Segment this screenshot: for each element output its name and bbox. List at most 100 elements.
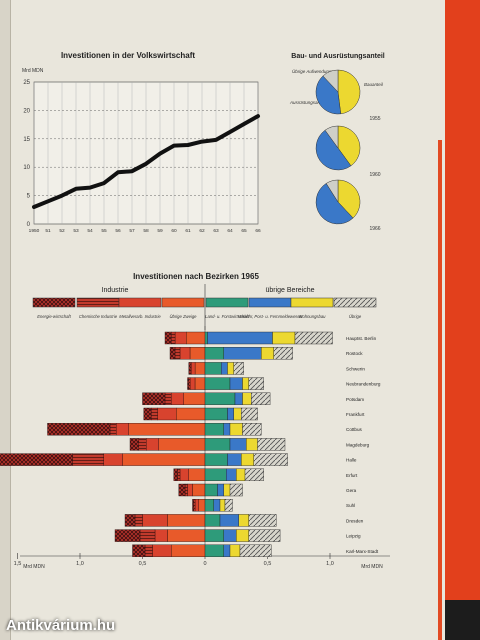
district-label: Gera <box>346 488 357 493</box>
bar-metall <box>154 529 168 542</box>
x-tick-label: 1950 <box>29 228 40 234</box>
bar-land-forst <box>204 514 221 527</box>
legend-swatch <box>248 297 292 308</box>
bar-chemie <box>171 331 176 345</box>
bar-energie <box>178 483 186 497</box>
bar-metall <box>157 407 177 421</box>
district-label: Suhl <box>346 503 355 508</box>
bar-chemie <box>164 392 172 405</box>
bar-land-forst <box>204 362 222 375</box>
legend-label: Chemische Industrie <box>79 314 118 319</box>
bar-energie <box>142 392 166 405</box>
x-tick-label: 59 <box>157 228 163 234</box>
bar-energie <box>192 499 194 512</box>
bar-verkehr <box>223 347 262 360</box>
bar-land-forst <box>204 453 228 466</box>
x-tick-label: 53 <box>73 228 79 234</box>
bar-axis-tick-label: 1,0 <box>76 561 84 567</box>
district-label: Schwerin <box>346 366 365 371</box>
bar-wohnungsbau <box>229 423 243 436</box>
bar-land-forst <box>204 392 236 405</box>
line-chart-title: Investitionen in der Volkswirtschaft <box>61 51 195 60</box>
bar-chemie <box>139 529 156 542</box>
bar-chemie <box>138 438 147 451</box>
bar-axis-tick-label: 0,5 <box>264 561 272 567</box>
group-industrie: Industrie <box>102 287 129 294</box>
bar-uebrige-industrie <box>189 347 206 360</box>
bar-land-forst <box>204 377 231 390</box>
district-label: Hauptst. Berlin <box>346 336 377 341</box>
bar-uebrige <box>251 392 271 405</box>
bar-wohnungsbau <box>236 468 246 481</box>
bar-uebrige-industrie <box>183 392 206 405</box>
x-tick-label: 55 <box>101 228 107 234</box>
bar-land-forst <box>204 544 224 557</box>
bar-energie <box>0 453 73 466</box>
bar-verkehr <box>217 483 225 497</box>
legend-label: Land- u. Forstwirtschaft <box>205 314 250 319</box>
bar-energie <box>47 423 111 436</box>
legend-swatch <box>205 297 249 308</box>
page-edge <box>0 0 11 640</box>
axis-unit-left: Mrd MDN <box>23 564 45 570</box>
pie-charts: 1955 1960 1966 <box>315 69 381 232</box>
bar-chemie <box>174 347 181 360</box>
x-tick-label: 63 <box>213 228 219 234</box>
pie-slice <box>315 129 352 171</box>
bar-wohnungsbau <box>229 544 241 557</box>
bar-land-forst <box>204 499 215 512</box>
pie-year-label: 1955 <box>369 116 380 122</box>
bar-wohnungsbau <box>272 331 296 345</box>
bar-uebrige <box>294 331 333 345</box>
watermark: Antikvárium.hu <box>6 617 116 634</box>
bar-energie <box>187 377 189 390</box>
bar-chemie <box>134 514 143 527</box>
bar-land-forst <box>204 407 228 421</box>
legend-label: Energie-wirtschaft <box>37 314 71 319</box>
bar-axis-tick-label: 0 <box>203 561 206 567</box>
bar-wohnungsbau <box>236 529 250 542</box>
y-tick-label: 5 <box>27 194 31 200</box>
bar-metall <box>116 423 130 436</box>
district-label: Cottbus <box>346 427 363 432</box>
bar-verkehr <box>223 423 231 436</box>
bar-uebrige <box>248 529 281 542</box>
bar-land-forst <box>204 468 227 481</box>
bar-axis-tick-label: 0,5 <box>139 561 147 567</box>
line-chart-y-ticks: 25 20 15 10 5 0 <box>23 80 30 228</box>
bar-land-forst <box>204 423 224 436</box>
bar-uebrige-industrie <box>167 529 206 542</box>
legend-label: Metallverarb. Industrie <box>119 314 161 319</box>
bar-uebrige <box>244 468 264 481</box>
bar-axis-tick-label: 1,5 <box>14 561 22 567</box>
pie-title: Bau- und Ausrüstungsanteil <box>291 53 385 60</box>
bar-wohnungsbau <box>223 483 231 497</box>
legend-swatch <box>290 297 334 308</box>
bar-chemie <box>109 423 117 436</box>
bar-uebrige-industrie <box>167 514 206 527</box>
pie-slice <box>315 183 354 225</box>
district-label: Dresden <box>346 518 364 523</box>
x-tick-label: 52 <box>59 228 65 234</box>
bar-energie <box>129 438 140 451</box>
bar-uebrige-industrie <box>158 438 206 451</box>
book-cover <box>445 0 480 600</box>
pie-slice <box>322 69 339 93</box>
bar-uebrige <box>273 347 293 360</box>
bar-verkehr <box>229 438 247 451</box>
pie-slice <box>337 179 361 219</box>
bar-metall <box>146 438 160 451</box>
district-label: Frankfurt <box>346 412 365 417</box>
bar-uebrige-industrie <box>194 377 206 390</box>
pie-year-label: 1960 <box>369 172 380 178</box>
bar-uebrige-industrie <box>186 331 206 345</box>
bar-metall <box>152 544 172 557</box>
bar-energie <box>132 544 146 557</box>
district-label: Erfurt <box>346 473 358 478</box>
bar-chemie <box>184 483 188 497</box>
bar-uebrige-industrie <box>122 453 206 466</box>
bar-uebrige-industrie <box>128 423 206 436</box>
legend-label: Wohnungsbau <box>298 314 326 319</box>
line-chart-grid <box>33 81 259 225</box>
bar-uebrige-industrie <box>194 362 206 375</box>
